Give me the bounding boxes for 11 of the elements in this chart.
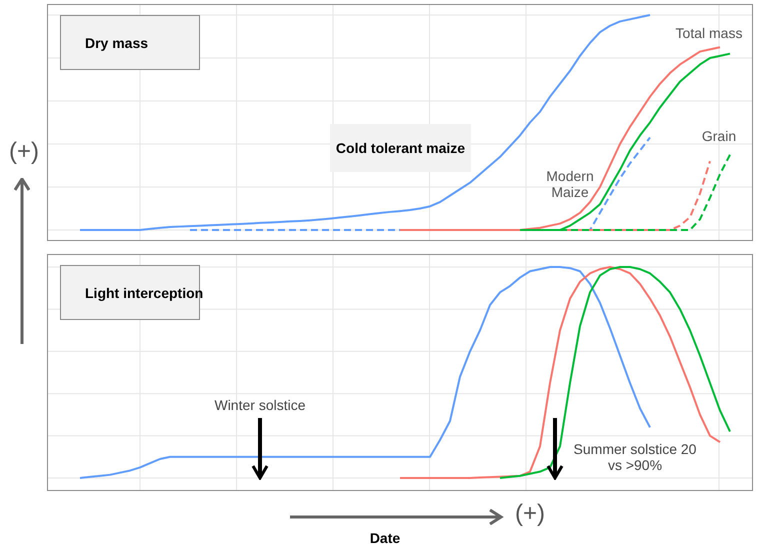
y-axis-title: (+) xyxy=(8,138,40,166)
text: (+) xyxy=(514,500,546,528)
annotation: Summer solstice 20 vs >90% xyxy=(572,441,698,473)
label-box: Cold tolerant maize xyxy=(330,124,471,172)
title-box: Light interception xyxy=(60,265,200,320)
annotation: Winter solstice xyxy=(213,397,307,413)
annotation: Grain xyxy=(700,128,738,144)
annotation: Modern Maize xyxy=(545,168,595,200)
annotation: Total mass xyxy=(674,25,744,41)
x-axis-title: Date xyxy=(368,530,402,546)
title-box: Dry mass xyxy=(60,15,200,70)
